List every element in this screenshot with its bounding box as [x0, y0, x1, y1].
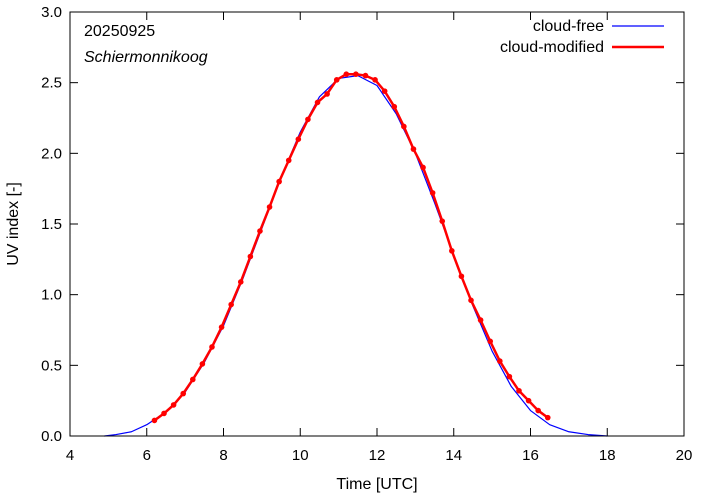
data-point-cloud-modified [391, 103, 398, 110]
plot-area [103, 71, 608, 437]
data-point-cloud-modified [372, 77, 378, 83]
y-axis-title: UV index [-] [5, 182, 22, 266]
data-point-cloud-modified [410, 146, 417, 152]
x-tick-label: 12 [369, 447, 386, 464]
data-point-cloud-modified [362, 72, 369, 79]
plot-frame [69, 11, 685, 437]
annotation-location: Schiermonnikoog [84, 49, 208, 66]
x-tick-label: 14 [445, 447, 462, 464]
data-point-cloud-modified [161, 410, 167, 417]
data-point-cloud-modified [237, 279, 244, 285]
data-point-cloud-modified [190, 376, 196, 383]
data-point-cloud-modified [324, 91, 330, 97]
data-point-cloud-modified [477, 317, 484, 323]
data-point-cloud-modified [535, 407, 541, 414]
data-point-cloud-modified [343, 71, 350, 77]
data-point-cloud-modified [209, 344, 215, 350]
data-point-cloud-modified [170, 402, 177, 408]
data-point-cloud-modified [497, 358, 503, 364]
x-tick-label: 18 [599, 447, 616, 464]
data-point-cloud-modified [333, 77, 340, 83]
data-point-cloud-modified [544, 414, 551, 421]
x-tick-label: 8 [219, 447, 227, 464]
data-point-cloud-modified [381, 88, 388, 94]
y-tick-label: 2.5 [41, 75, 62, 92]
data-point-cloud-modified [180, 390, 187, 397]
data-point-cloud-modified [228, 301, 234, 308]
legend: cloud-free cloud-modified [500, 18, 664, 56]
y-tick-label: 1.0 [41, 287, 62, 304]
data-point-cloud-modified [420, 164, 426, 171]
data-point-cloud-modified [353, 71, 359, 77]
data-point-cloud-modified [276, 178, 282, 185]
y-tick-label: 1.5 [41, 216, 62, 233]
data-point-cloud-modified [151, 417, 158, 424]
data-point-cloud-modified [295, 136, 302, 142]
series-layer [103, 71, 608, 437]
data-point-cloud-modified [401, 123, 407, 130]
y-tick-label: 0.0 [41, 428, 62, 445]
x-axis-title: Time [UTC] [336, 476, 417, 493]
data-point-cloud-modified [429, 190, 436, 196]
x-tick-label: 6 [143, 447, 151, 464]
y-tick-label: 3.0 [41, 4, 62, 21]
ticks-layer: 4 6 8 10 12 14 16 18 20 0.0 0.5 1.0 1.5 2.0 2.5 3.0 [41, 4, 692, 464]
data-point-cloud-modified [218, 324, 225, 330]
data-point-cloud-modified [266, 204, 273, 210]
data-point-cloud-modified [525, 397, 532, 404]
annotation-date: 20250925 [84, 23, 155, 40]
series-line-cloud-modified [153, 72, 550, 422]
data-point-cloud-modified [506, 373, 513, 380]
y-tick-label: 2.0 [41, 145, 62, 162]
x-tick-label: 10 [292, 447, 309, 464]
data-point-cloud-modified [257, 228, 263, 234]
data-point-cloud-modified [199, 361, 206, 367]
x-tick-label: 4 [66, 447, 74, 464]
x-tick-label: 16 [522, 447, 539, 464]
data-point-cloud-modified [305, 116, 311, 123]
data-point-cloud-modified [487, 338, 494, 345]
data-point-cloud-modified [468, 297, 474, 304]
data-point-cloud-modified [439, 218, 446, 224]
y-tick-label: 0.5 [41, 357, 62, 374]
legend-label-cloud-modified: cloud-modified [500, 39, 604, 56]
data-point-cloud-modified [285, 157, 292, 164]
data-point-cloud-modified [458, 273, 465, 280]
data-point-cloud-modified [247, 253, 254, 260]
x-tick-label: 20 [676, 447, 693, 464]
data-point-cloud-modified [314, 99, 321, 106]
data-point-cloud-modified [449, 248, 455, 254]
legend-label-cloud-free: cloud-free [533, 18, 604, 35]
data-point-cloud-modified [516, 387, 522, 394]
